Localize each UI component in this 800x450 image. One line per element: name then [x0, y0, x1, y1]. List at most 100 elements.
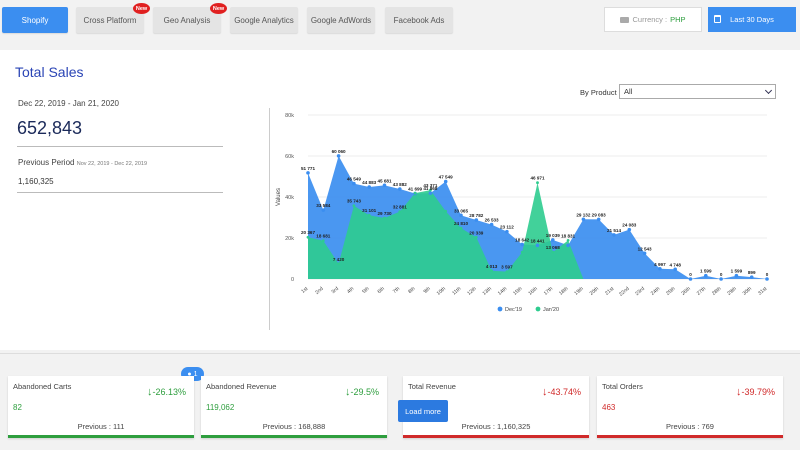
data-point — [383, 216, 386, 220]
x-tick-label: 1st — [300, 286, 309, 295]
data-label: 46 549 — [347, 177, 361, 182]
chevron-down-icon — [764, 86, 773, 95]
previous-period-label: Previous Period Nov 22, 2019 - Dec 22, 2… — [18, 158, 147, 167]
tab-cross-platform[interactable]: Cross Platform New — [76, 3, 150, 33]
x-tick-label: 6th — [377, 286, 386, 295]
card-value: 119,062 — [206, 403, 235, 412]
data-label: 41 868 — [423, 186, 437, 191]
data-label: 32 881 — [393, 205, 407, 210]
x-tick-label: 25th — [665, 286, 676, 297]
data-point — [474, 235, 478, 239]
data-label: 1 599 — [731, 269, 743, 274]
data-label: 51 771 — [301, 166, 315, 171]
x-tick-label: 19th — [573, 286, 584, 297]
data-label: 21 514 — [607, 228, 621, 233]
data-point — [352, 204, 356, 208]
data-label: 3 597 — [501, 265, 513, 270]
previous-period-value: 1,160,325 — [18, 177, 54, 186]
divider — [17, 146, 223, 147]
data-point — [443, 179, 448, 184]
data-point — [336, 154, 341, 158]
card-percent-value: -39.79% — [741, 387, 775, 397]
tab-label: Google Analytics — [234, 15, 294, 25]
tab-geo-analysis[interactable]: Geo Analysis New — [153, 3, 227, 33]
tab-google-analytics[interactable]: Google Analytics — [230, 7, 298, 33]
card-percent: ↓-39.79% — [736, 386, 775, 398]
load-more-button[interactable]: Load more — [398, 400, 448, 422]
data-point — [566, 238, 570, 242]
legend-marker — [535, 306, 541, 312]
data-label: 33 584 — [316, 203, 330, 208]
x-tick-label: 11th — [451, 286, 462, 297]
data-label: 12 543 — [638, 246, 652, 251]
tab-google-adwords[interactable]: Google AdWords — [307, 7, 375, 33]
card-percent: ↓-43.74% — [542, 386, 581, 398]
data-label: 0 — [720, 272, 723, 277]
card-percent-value: -29.5% — [350, 387, 379, 397]
data-point — [520, 242, 524, 247]
x-tick-label: 22nd — [618, 286, 631, 298]
card-abandoned-carts: Abandoned Carts ↓-26.13% 82 Previous : 1… — [8, 376, 194, 438]
card-percent: ↓-26.13% — [147, 386, 186, 398]
x-tick-label: 16th — [527, 286, 538, 297]
data-point — [321, 239, 325, 243]
legend-marker — [497, 306, 503, 312]
data-point — [612, 233, 616, 237]
data-point — [474, 218, 479, 222]
top-nav: Shopify Cross Platform New Geo Analysis Ne… — [0, 0, 800, 42]
total-sales-value: 652,843 — [17, 118, 83, 138]
data-label: 0 — [689, 272, 692, 277]
by-product-label: By Product — [580, 88, 617, 97]
data-label: 13 068 — [546, 245, 560, 250]
data-label: 28 782 — [469, 213, 483, 218]
data-label: 33 065 — [454, 208, 468, 213]
data-point — [321, 208, 326, 212]
new-badge: New — [133, 3, 150, 14]
data-label: 18 642 — [515, 237, 529, 242]
divider — [17, 192, 223, 193]
data-point — [337, 262, 340, 266]
data-point — [398, 187, 402, 191]
card-value: 82 — [13, 403, 22, 412]
data-label: 20 339 — [469, 230, 483, 235]
x-tick-label: 2nd — [314, 286, 324, 296]
data-label: 1 599 — [700, 269, 712, 274]
pill-count: 1 — [193, 370, 198, 378]
date-range-button[interactable]: Last 30 Days — [708, 7, 796, 32]
data-point — [429, 188, 432, 192]
data-label: 7 420 — [333, 257, 345, 262]
data-point — [535, 243, 540, 248]
x-tick-label: 21st — [604, 286, 616, 297]
card-total-orders: Total Orders ↓-39.79% 463 Previous : 769 — [597, 376, 783, 438]
card-previous: Previous : 168,888 — [262, 422, 326, 431]
data-label: 4 997 — [654, 262, 666, 267]
x-tick-label: 20th — [589, 286, 600, 297]
data-point — [367, 185, 371, 189]
card-status-bar — [403, 435, 589, 438]
y-tick-label: 0 — [291, 277, 294, 283]
data-point — [306, 235, 310, 239]
tab-shopify[interactable]: Shopify — [2, 7, 68, 33]
data-point — [658, 266, 662, 271]
currency-selector[interactable]: Currency : PHP — [604, 7, 702, 32]
card-title: Total Orders — [602, 382, 643, 391]
tab-facebook-ads[interactable]: Facebook Ads — [385, 7, 453, 33]
data-point — [398, 210, 402, 213]
x-tick-label: 17th — [543, 286, 554, 297]
card-previous: Previous : 769 — [666, 422, 714, 431]
arrow-down-icon: ↓ — [146, 386, 153, 398]
x-tick-label: 30th — [742, 286, 753, 297]
arrow-down-icon: ↓ — [541, 386, 548, 398]
y-tick-label: 40k — [285, 195, 294, 201]
data-point — [596, 217, 601, 222]
x-tick-label: 28th — [711, 286, 722, 297]
x-tick-label: 9th — [423, 286, 432, 295]
data-label: 23 112 — [500, 225, 514, 230]
tab-label: Geo Analysis — [163, 15, 211, 25]
x-tick-label: 14th — [497, 286, 508, 297]
product-select[interactable]: All — [619, 84, 776, 99]
card-value: 463 — [602, 403, 616, 412]
chat-icon: ● — [187, 370, 192, 378]
data-point — [734, 273, 739, 278]
data-point — [551, 250, 555, 254]
